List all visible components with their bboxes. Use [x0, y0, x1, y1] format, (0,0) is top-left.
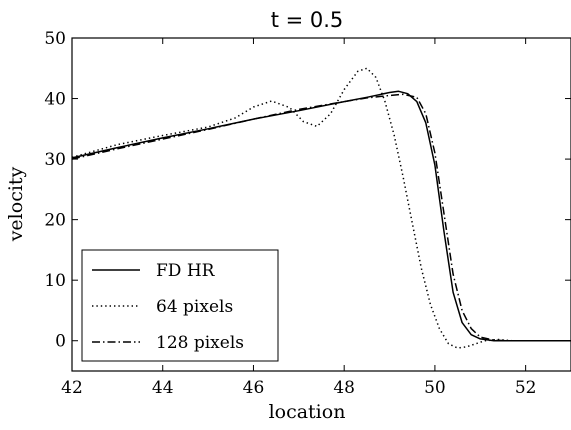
x-tick-label: 42 [61, 378, 83, 398]
y-axis-label: velocity [5, 166, 27, 242]
plot-frame [71, 37, 571, 372]
legend-label-3: 128 pixels [156, 333, 244, 353]
y-tick-label: 50 [44, 29, 66, 49]
y-tick-label: 10 [44, 271, 66, 291]
legend: FD HR 64 pixels 128 pixels [81, 249, 279, 362]
x-axis-label: location [269, 401, 346, 423]
x-tick-label: 52 [515, 378, 537, 398]
ticks-layer: 42 44 46 48 50 52 0 10 20 30 40 50 [44, 29, 571, 398]
y-tick-label: 0 [55, 332, 66, 352]
legend-label-1: FD HR [156, 261, 216, 281]
y-tick-label: 30 [44, 150, 66, 170]
y-tick-label: 20 [44, 211, 66, 231]
legend-label-2: 64 pixels [156, 297, 233, 317]
x-tick-label: 46 [243, 378, 265, 398]
y-tick-label: 40 [44, 90, 66, 110]
series-line-1 [71, 90, 571, 342]
x-tick-label: 50 [424, 378, 446, 398]
series-line-2 [71, 67, 571, 349]
series-line-3 [71, 93, 571, 342]
x-tick-label: 48 [333, 378, 355, 398]
chart-title: t = 0.5 [271, 8, 344, 32]
series-layer [71, 67, 571, 349]
x-tick-label: 44 [152, 378, 174, 398]
